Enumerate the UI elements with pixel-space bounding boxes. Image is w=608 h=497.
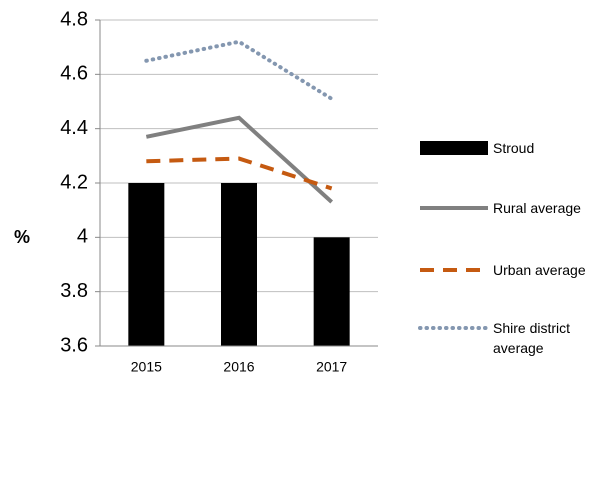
x-tick-label: 2015 [131,359,162,375]
bar [128,183,165,346]
bar [313,237,350,346]
line-series [145,115,334,204]
bar [221,183,257,346]
legend-label: Shire district average [493,320,571,356]
legend-label: Urban average [493,262,586,278]
y-tick-label: 3.6 [60,334,88,356]
line-series [144,39,334,101]
legend-label: Stroud [493,140,535,156]
x-tick-label: 2016 [223,359,254,375]
y-tick-label: 4.6 [60,63,88,85]
y-tick-label: 3.8 [60,280,88,302]
y-tick-label: 4.8 [60,8,88,30]
y-axis-label: % [14,227,30,247]
y-tick-label: 4.4 [60,117,88,139]
x-tick-label: 2017 [316,359,347,375]
line-series [146,156,333,191]
legend-swatch [420,141,488,155]
y-tick-label: 4.2 [60,171,88,193]
y-tick-label: 4 [77,226,88,248]
legend-label: Rural average [493,200,581,216]
